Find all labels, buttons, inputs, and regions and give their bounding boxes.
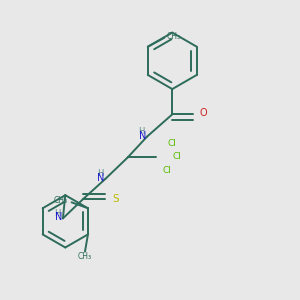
Text: N: N xyxy=(98,173,105,183)
Text: O: O xyxy=(199,108,207,118)
Text: CH₃: CH₃ xyxy=(167,32,181,41)
Text: Cl: Cl xyxy=(168,139,177,148)
Text: CH₃: CH₃ xyxy=(78,252,92,261)
Text: H: H xyxy=(139,127,145,136)
Text: H: H xyxy=(97,169,103,178)
Text: H: H xyxy=(54,208,61,217)
Text: S: S xyxy=(112,194,119,204)
Text: Cl: Cl xyxy=(163,166,171,175)
Text: Cl: Cl xyxy=(172,152,181,161)
Text: N: N xyxy=(139,131,146,141)
Text: CH₃: CH₃ xyxy=(54,196,68,205)
Text: N: N xyxy=(55,212,62,223)
